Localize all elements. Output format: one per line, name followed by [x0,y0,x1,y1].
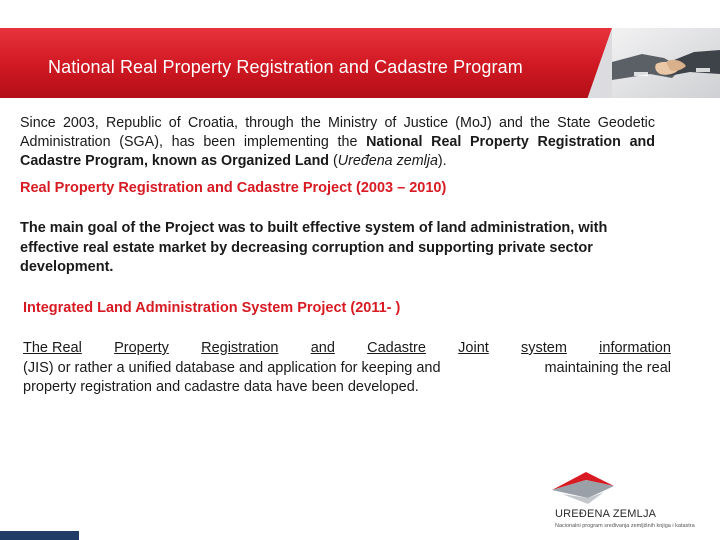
intro-paragraph: Since 2003, Republic of Croatia, through… [20,114,655,171]
section2-line3: property registration and cadastre data … [23,379,419,395]
section1-heading: Real Property Registration and Cadastre … [20,180,447,196]
header-red-band [0,28,612,98]
intro-text: Since 2003, Republic of Croatia, through… [20,115,655,150]
word-and: and [310,340,335,356]
word-system: system [521,340,567,356]
uredena-zemlja-logo: UREĐENA ZEMLJA Nacionalni program sređiv… [548,470,720,540]
word-joint: Joint [458,340,489,356]
corner-bar [0,531,79,540]
logo-subtitle: Nacionalni program sređivanja zemljišnih… [555,523,695,529]
page-title: National Real Property Registration and … [48,57,523,77]
word-cadastre: Cadastre [367,340,426,356]
section2-heading: Integrated Land Administration System Pr… [23,300,401,316]
section2-line2-right: maintaining the real [544,359,671,376]
word-the-real: The Real [23,340,82,356]
word-property: Property [114,340,169,356]
logo-mark-icon [552,472,614,504]
section2-line2-left: (JIS) or rather a unified database and a… [23,359,441,376]
section2-line1: The Real Property Registration and Cadas… [23,339,671,359]
intro-program-name: National Real Property Registration and … [20,134,655,169]
logo-name: UREĐENA ZEMLJA [555,508,657,520]
intro-paren: ( [329,153,338,169]
intro-end: ). [437,153,447,169]
intro-local-name: Uređena zemlja [337,153,438,169]
handshake-image [612,28,720,98]
header-banner: National Real Property Registration and … [0,28,720,98]
section2-body: The Real Property Registration and Cadas… [23,339,671,398]
word-information: information [599,340,671,356]
word-registration: Registration [201,340,279,356]
section1-body: The main goal of the Project was to buil… [20,220,608,275]
section2-line2: (JIS) or rather a unified database and a… [23,359,671,379]
